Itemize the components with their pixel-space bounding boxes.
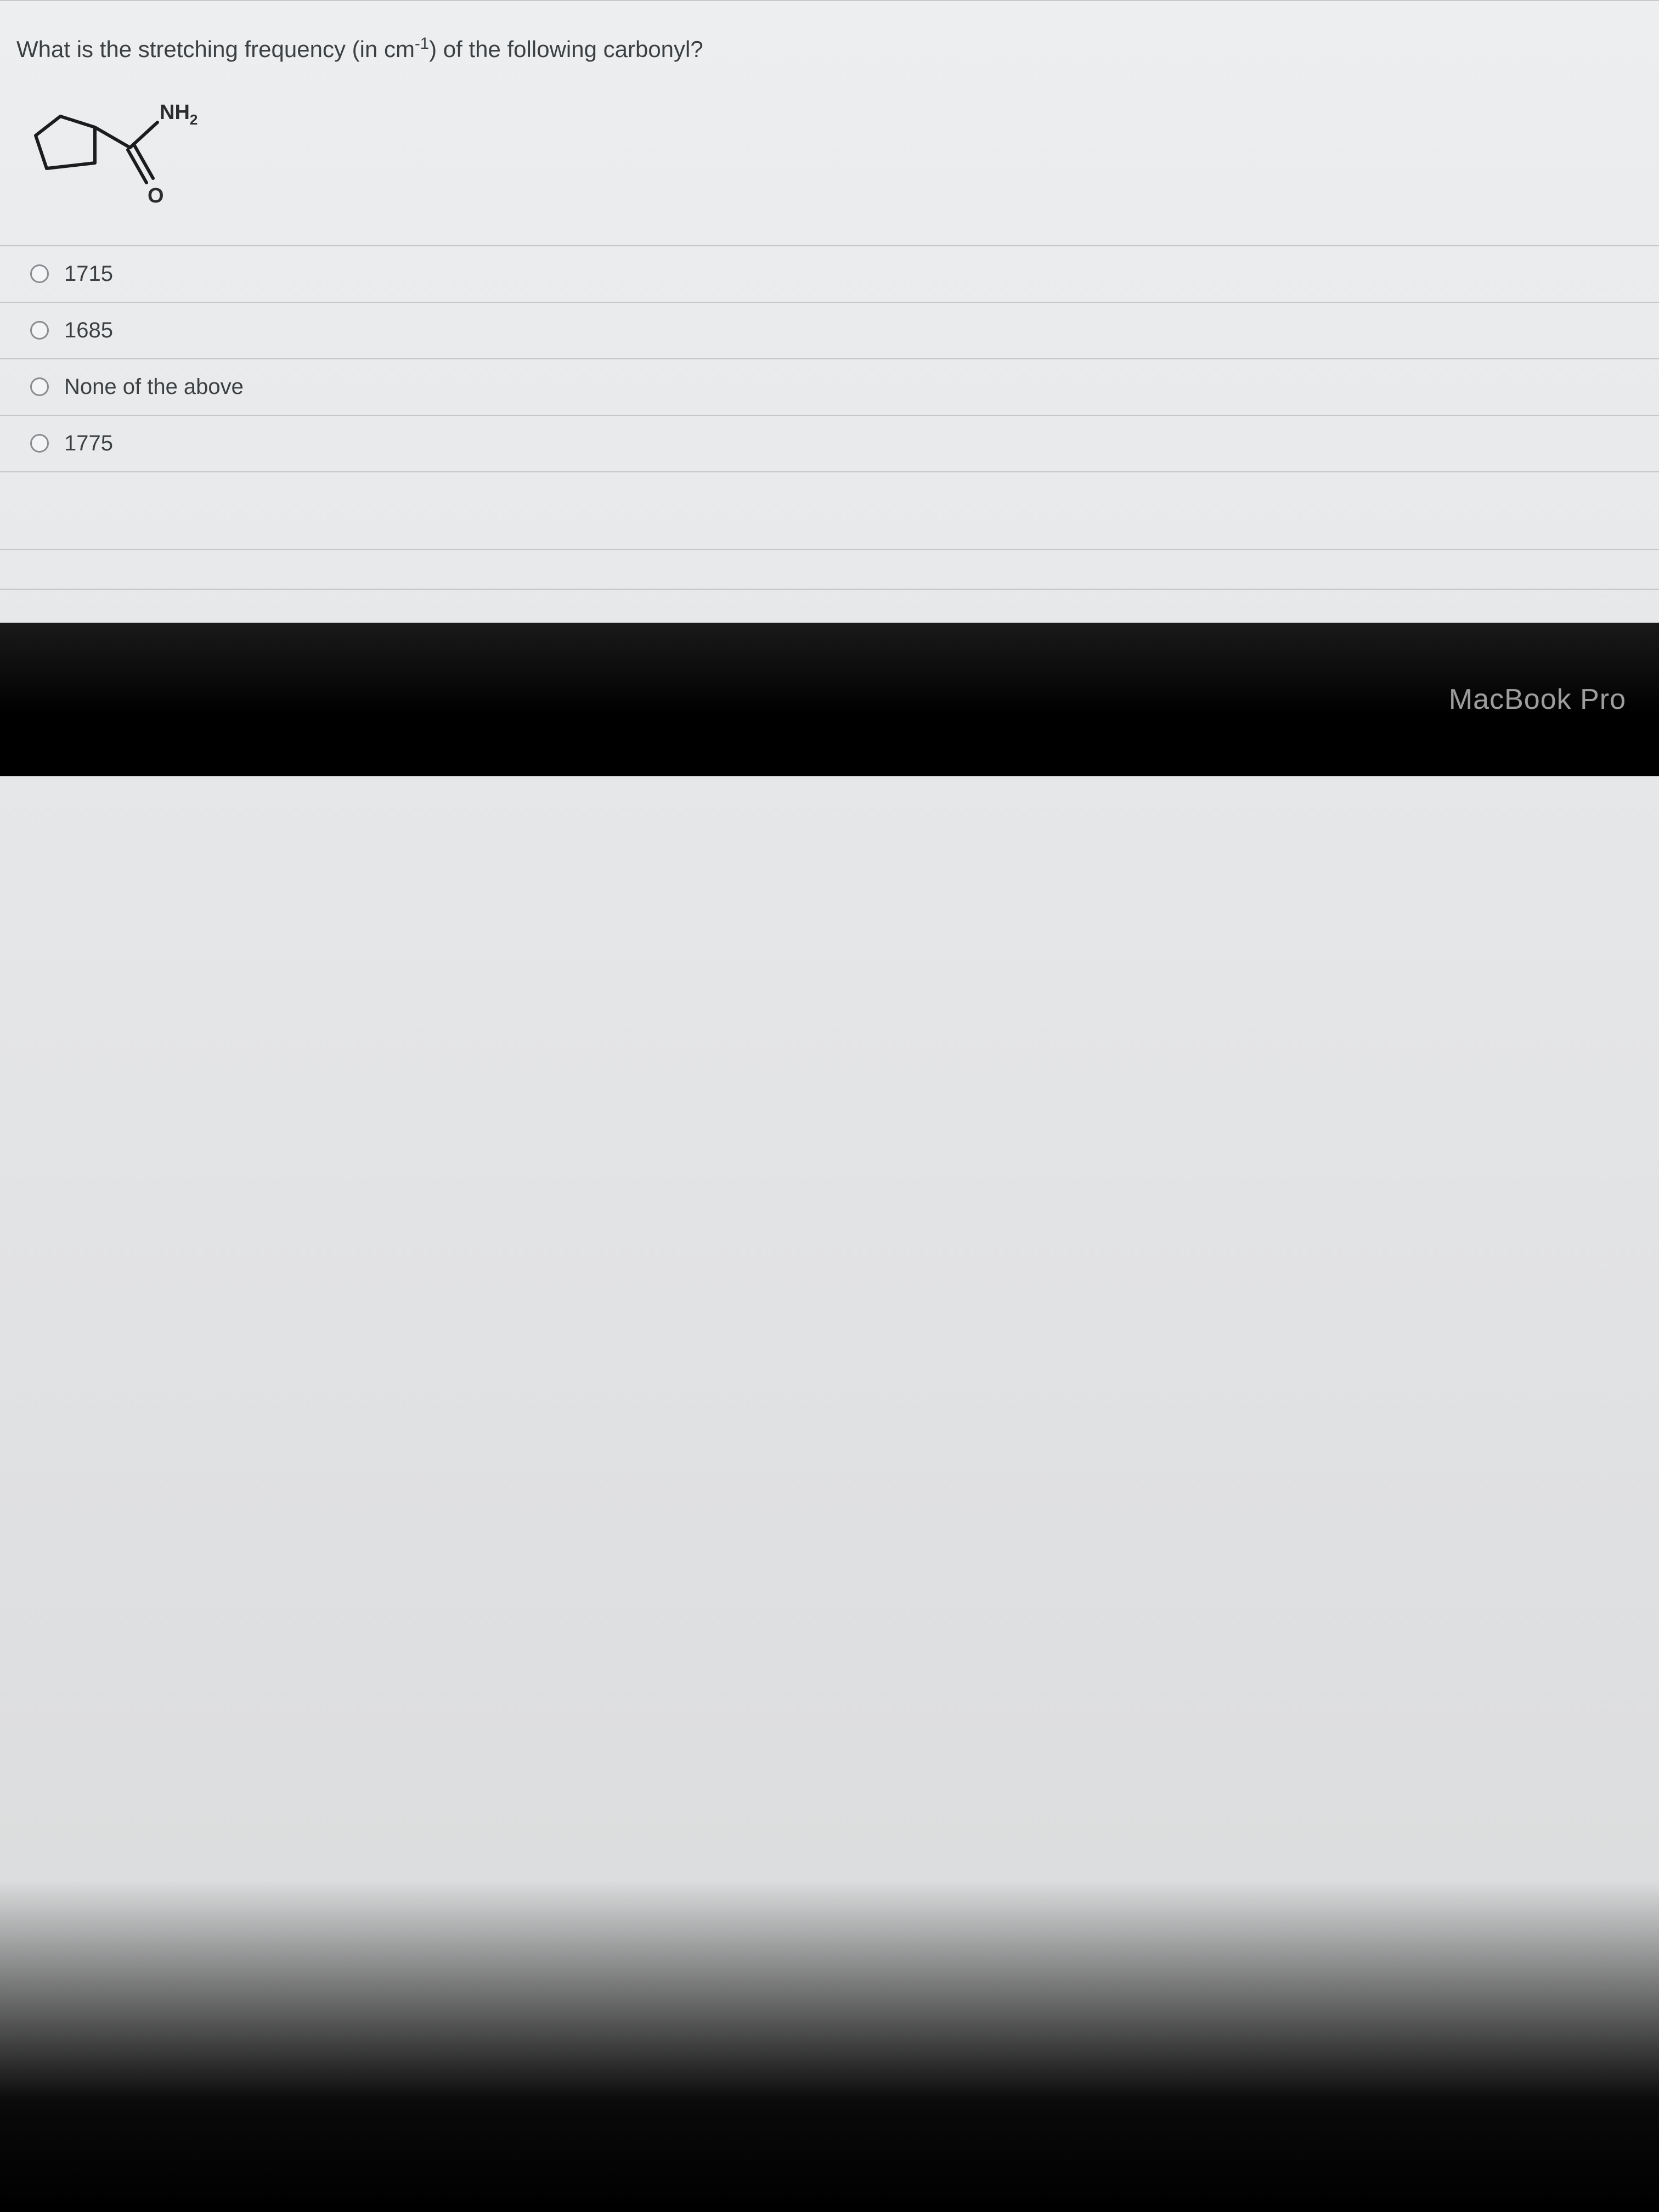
chemical-structure: NH2 O — [0, 86, 1659, 245]
quiz-screenshot: What is the stretching frequency (in cm-… — [0, 0, 1659, 2212]
radio-icon[interactable] — [30, 321, 49, 340]
option-label: None of the above — [64, 375, 244, 399]
radio-icon[interactable] — [30, 377, 49, 396]
laptop-brand-label: MacBook Pro — [1449, 683, 1626, 716]
nh2-base: NH — [160, 101, 190, 124]
svg-text:NH2: NH2 — [160, 101, 198, 128]
divider-line — [0, 589, 1659, 590]
options-list: 1715 1685 None of the above 1775 — [0, 245, 1659, 472]
option-row-3[interactable]: None of the above — [0, 359, 1659, 416]
question-block: What is the stretching frequency (in cm-… — [0, 1, 1659, 86]
spacer — [0, 472, 1659, 522]
option-label: 1715 — [64, 262, 113, 286]
option-row-4[interactable]: 1775 — [0, 416, 1659, 472]
option-row-1[interactable]: 1715 — [0, 246, 1659, 303]
option-label: 1775 — [64, 431, 113, 456]
question-superscript: -1 — [415, 35, 429, 53]
radio-icon[interactable] — [30, 434, 49, 453]
structure-svg: NH2 O — [30, 97, 217, 218]
question-prefix: What is the stretching frequency (in cm — [16, 36, 415, 62]
radio-icon[interactable] — [30, 264, 49, 283]
option-label: 1685 — [64, 318, 113, 343]
question-panel: What is the stretching frequency (in cm-… — [0, 0, 1659, 472]
nh2-sub: 2 — [190, 111, 198, 128]
o-label: O — [148, 184, 164, 207]
laptop-bezel: MacBook Pro — [0, 623, 1659, 776]
question-suffix: ) of the following carbonyl? — [429, 36, 703, 62]
divider-line — [0, 549, 1659, 550]
question-text: What is the stretching frequency (in cm-… — [16, 36, 703, 62]
option-row-2[interactable]: 1685 — [0, 303, 1659, 359]
